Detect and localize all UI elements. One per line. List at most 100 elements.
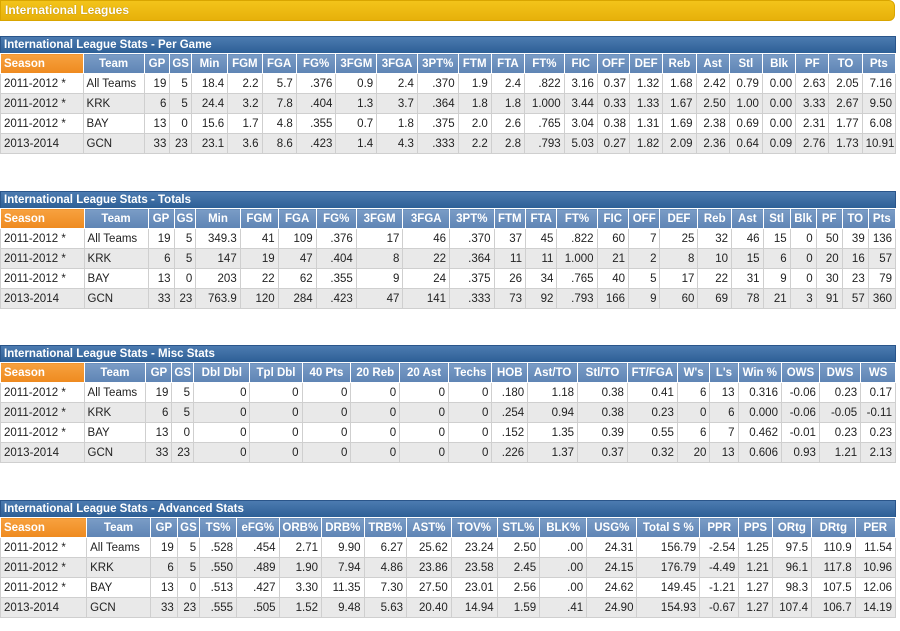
column-header-fga[interactable]: FGA [261,53,297,74]
column-header-gp[interactable]: GP [147,208,175,229]
column-header-ft-fga[interactable]: FT/FGA [626,362,678,383]
column-header-pps[interactable]: PPS [738,517,773,538]
stat-cell-blk: 0 [789,228,817,249]
column-header-dbl-dbl[interactable]: Dbl Dbl [193,362,251,383]
table-row: 2011-2012 * BAY 13 0.513.427 3.30 11.35 7.30 27… [0,577,897,598]
column-header-tpl-dbl[interactable]: Tpl Dbl [249,362,303,383]
column-header-pf[interactable]: PF [815,208,843,229]
stat-cell-fic: 21 [596,248,630,269]
column-header-orb-pct[interactable]: ORB% [278,517,323,538]
column-header-off[interactable]: OFF [628,208,661,229]
column-header-stl-to[interactable]: Stl/TO [577,362,628,383]
column-header-3pt-pct[interactable]: 3PT% [449,208,495,229]
column-header-blk[interactable]: Blk [761,53,797,74]
column-header-ft-pct[interactable]: FT% [524,53,565,74]
column-header-per[interactable]: PER [854,517,897,538]
column-header-40-pts[interactable]: 40 Pts [301,362,352,383]
column-header-tov-pct[interactable]: TOV% [450,517,498,538]
column-header-drtg[interactable]: DRtg [810,517,856,538]
column-header-pf[interactable]: PF [795,53,830,74]
stat-cell-ast: 2.38 [695,113,730,134]
column-header-ppr[interactable]: PPR [699,517,740,538]
column-header-pts[interactable]: Pts [867,208,897,229]
column-header-fg-pct[interactable]: FG% [295,53,337,74]
column-header-fgm[interactable]: FGM [227,53,263,74]
column-header-gs[interactable]: GS [171,362,195,383]
column-header-trb-pct[interactable]: TRB% [363,517,408,538]
column-header-3fgm[interactable]: 3FGM [335,53,378,74]
column-header-season[interactable]: Season [0,208,85,229]
column-header-ast[interactable]: Ast [695,53,730,74]
column-header-ast-to[interactable]: Ast/TO [527,362,579,383]
column-header-to[interactable]: TO [828,53,863,74]
column-header-gp[interactable]: GP [149,517,178,538]
column-header-ft-pct[interactable]: FT% [556,208,598,229]
column-header-ows[interactable]: OWS [780,362,820,383]
column-header-fic[interactable]: FIC [563,53,598,74]
column-header-blk-pct[interactable]: BLK% [539,517,588,538]
column-header-ftm[interactable]: FTM [457,53,492,74]
column-header-stl[interactable]: Stl [728,53,763,74]
column-header-w-s[interactable]: W's [676,362,711,383]
column-header-off[interactable]: OFF [596,53,631,74]
column-header-stl-pct[interactable]: STL% [496,517,541,538]
totals-section: International League Stats - Totals Seas… [0,191,897,309]
column-header-stl[interactable]: Stl [762,208,791,229]
column-header-fic[interactable]: FIC [596,208,630,229]
column-header-techs[interactable]: Techs [447,362,493,383]
column-header-ts-pct[interactable]: TS% [199,517,238,538]
column-header-fgm[interactable]: FGM [239,208,279,229]
column-header-3fga[interactable]: 3FGA [376,53,418,74]
column-header-gs[interactable]: GS [176,517,201,538]
column-header-season[interactable]: Season [0,53,84,74]
column-header-gp[interactable]: GP [143,53,171,74]
column-header-min[interactable]: Min [195,208,241,229]
column-header-fta[interactable]: FTA [490,53,526,74]
column-header-usg-pct[interactable]: USG% [586,517,638,538]
column-header-blk[interactable]: Blk [789,208,817,229]
column-header-def[interactable]: DEF [659,208,699,229]
column-header-team[interactable]: Team [83,208,149,229]
column-header-team[interactable]: Team [86,517,151,538]
stat-cell-orb-pct: 2.71 [278,537,323,558]
column-header-drb-pct[interactable]: DRB% [321,517,365,538]
column-header-3fgm[interactable]: 3FGM [355,208,404,229]
column-header-def[interactable]: DEF [629,53,664,74]
column-header-win-pct[interactable]: Win % [737,362,782,383]
column-header-ortg[interactable]: ORtg [771,517,812,538]
column-header-fga[interactable]: FGA [277,208,317,229]
stat-cell-fga: 8.6 [261,133,297,154]
column-header-to[interactable]: TO [841,208,869,229]
advanced-section: International League Stats - Advanced St… [0,500,897,618]
column-header-season[interactable]: Season [0,362,85,383]
column-header-dws[interactable]: DWS [818,362,862,383]
column-header-20-ast[interactable]: 20 Ast [399,362,449,383]
column-header-total-s-pct[interactable]: Total S % [636,517,701,538]
column-header-team[interactable]: Team [83,362,147,383]
column-header-ast[interactable]: Ast [731,208,764,229]
column-header-ftm[interactable]: FTM [493,208,526,229]
stat-cell-fta: 92 [524,288,558,309]
column-header-gs[interactable]: GS [169,53,192,74]
column-header-season[interactable]: Season [0,517,88,538]
column-header-efg-pct[interactable]: eFG% [236,517,280,538]
column-header-reb[interactable]: Reb [697,208,733,229]
column-header-3pt-pct[interactable]: 3PT% [416,53,459,74]
column-header-team[interactable]: Team [82,53,145,74]
column-header-gs[interactable]: GS [173,208,197,229]
column-header-ast-pct[interactable]: AST% [406,517,452,538]
column-header-l-s[interactable]: L's [709,362,739,383]
stat-cell-to: 39 [841,228,869,249]
column-header-gp[interactable]: GP [145,362,173,383]
stat-cell-ows: -0.01 [780,422,820,443]
column-header-20-reb[interactable]: 20 Reb [350,362,401,383]
column-header-fta[interactable]: FTA [524,208,558,229]
stat-cell-tov-pct: 23.01 [450,577,498,598]
column-header-hob[interactable]: HOB [491,362,529,383]
column-header-fg-pct[interactable]: FG% [315,208,357,229]
column-header-pts[interactable]: Pts [861,53,897,74]
column-header-reb[interactable]: Reb [662,53,697,74]
column-header-min[interactable]: Min [190,53,229,74]
column-header-ws[interactable]: WS [860,362,896,383]
column-header-3fga[interactable]: 3FGA [402,208,451,229]
